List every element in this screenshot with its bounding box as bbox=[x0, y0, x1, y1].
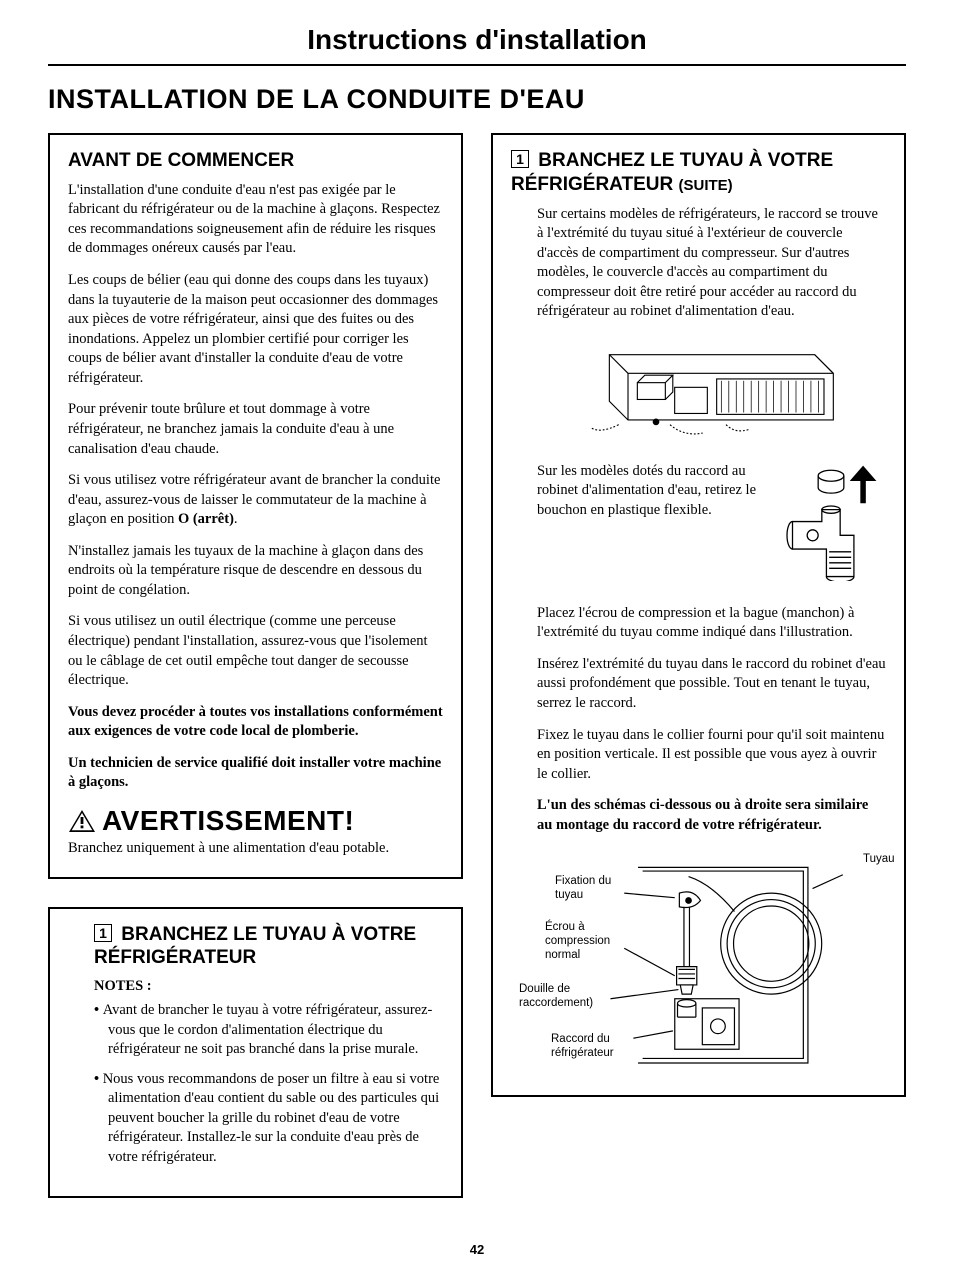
connect-tube-inner: 1 BRANCHEZ LE TUYAU À VOTRE RÉFRIGÉRATEU… bbox=[68, 923, 443, 1168]
two-column-layout: AVANT DE COMMENCER L'installation d'une … bbox=[48, 133, 906, 1226]
label-raccord: Raccord du réfrigérateur bbox=[551, 1033, 639, 1061]
cont-bold: L'un des schémas ci-dessous ou à droite … bbox=[537, 796, 886, 835]
avant-body: L'installation d'une conduite d'eau n'es… bbox=[68, 181, 443, 793]
box-title-avant: AVANT DE COMMENCER bbox=[68, 149, 443, 173]
cont-p1: Sur certains modèles de réfrigérateurs, … bbox=[537, 205, 886, 322]
cont-body: Sur certains modèles de réfrigérateurs, … bbox=[511, 205, 886, 1078]
warning-block: AVERTISSEMENT! Branchez uniquement à une… bbox=[68, 805, 443, 859]
notes-bullets: Avant de brancher le tuyau à votre réfri… bbox=[94, 1001, 443, 1168]
connection-diagram: Tuyau Fixation du tuyau Écrou à compress… bbox=[537, 847, 886, 1077]
warning-triangle-icon bbox=[68, 809, 96, 833]
connect-tube-cont-suite: (SUITE) bbox=[678, 177, 732, 194]
avant-bold2: Un technicien de service qualifié doit i… bbox=[68, 754, 443, 793]
step-number-1-left: 1 bbox=[94, 924, 112, 942]
avant-p2: Les coups de bélier (eau qui donne des c… bbox=[68, 271, 443, 388]
cont-p2: Placez l'écrou de compression et la bagu… bbox=[537, 604, 886, 643]
bullet-1: Avant de brancher le tuyau à votre réfri… bbox=[94, 1001, 443, 1060]
label-tuyau: Tuyau bbox=[863, 853, 895, 867]
warning-subtext: Branchez uniquement à une alimentation d… bbox=[68, 839, 443, 859]
switch-pre: Si vous utilisez votre réfrigérateur ava… bbox=[68, 472, 440, 527]
avant-p4: N'installez jamais les tuyaux de la mach… bbox=[68, 542, 443, 601]
switch-bold: O (arrêt) bbox=[178, 511, 234, 527]
warning-word: AVERTISSEMENT! bbox=[102, 805, 354, 837]
connect-tube-title-text: BRANCHEZ LE TUYAU À VOTRE RÉFRIGÉRATEUR bbox=[94, 924, 416, 969]
bullet-2: Nous vous recommandons de poser un filtr… bbox=[94, 1070, 443, 1168]
avant-p3: Pour prévenir toute brûlure et tout domm… bbox=[68, 400, 443, 459]
plug-removal-figure bbox=[776, 462, 886, 586]
aside-text: Sur les modèles dotés du raccord au robi… bbox=[537, 462, 764, 521]
switch-post: . bbox=[234, 511, 238, 527]
connect-tube-box: 1 BRANCHEZ LE TUYAU À VOTRE RÉFRIGÉRATEU… bbox=[48, 907, 463, 1198]
avant-bold1: Vous devez procéder à toutes vos install… bbox=[68, 703, 443, 742]
page-header: Instructions d'installation bbox=[48, 24, 906, 66]
before-you-begin-box: AVANT DE COMMENCER L'installation d'une … bbox=[48, 133, 463, 879]
right-column: 1 BRANCHEZ LE TUYAU À VOTRE RÉFRIGÉRATEU… bbox=[491, 133, 906, 1226]
connect-tube-cont-box: 1 BRANCHEZ LE TUYAU À VOTRE RÉFRIGÉRATEU… bbox=[491, 133, 906, 1097]
left-column: AVANT DE COMMENCER L'installation d'une … bbox=[48, 133, 463, 1226]
compressor-cover-figure bbox=[537, 336, 886, 444]
notes-label: NOTES : bbox=[94, 978, 443, 995]
page-number: 42 bbox=[48, 1242, 906, 1257]
label-ecrou: Écrou à compression normal bbox=[545, 921, 631, 962]
label-douille: Douille de raccordement) bbox=[519, 983, 615, 1011]
avant-p-switch: Si vous utilisez votre réfrigérateur ava… bbox=[68, 471, 443, 530]
aside-row: Sur les modèles dotés du raccord au robi… bbox=[537, 462, 886, 586]
cont-p3: Insérez l'extrémité du tuyau dans le rac… bbox=[537, 655, 886, 714]
connect-tube-cont-title: 1 BRANCHEZ LE TUYAU À VOTRE RÉFRIGÉRATEU… bbox=[511, 149, 886, 197]
connect-tube-cont-title-main: BRANCHEZ LE TUYAU À VOTRE RÉFRIGÉRATEUR bbox=[511, 150, 833, 195]
connect-tube-title: 1 BRANCHEZ LE TUYAU À VOTRE RÉFRIGÉRATEU… bbox=[94, 923, 443, 971]
cont-p4: Fixez le tuyau dans le collier fourni po… bbox=[537, 726, 886, 785]
step-number-1-right: 1 bbox=[511, 150, 529, 168]
label-fixation: Fixation du tuyau bbox=[555, 875, 629, 903]
avant-p5: Si vous utilisez un outil électrique (co… bbox=[68, 612, 443, 690]
avant-p1: L'installation d'une conduite d'eau n'es… bbox=[68, 181, 443, 259]
section-title: INSTALLATION DE LA CONDUITE D'EAU bbox=[48, 84, 906, 115]
